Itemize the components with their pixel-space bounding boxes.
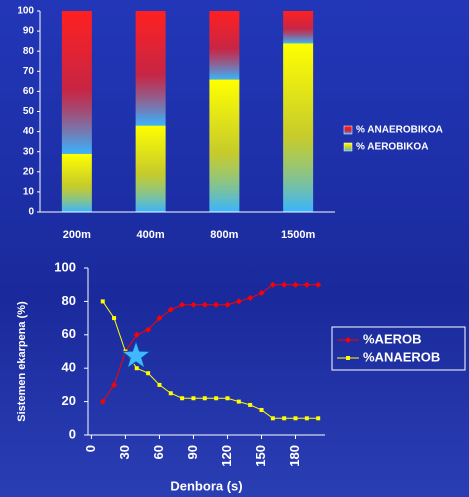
x-tick-label: 1500m: [281, 229, 315, 241]
bar-segment: [62, 154, 92, 212]
y-tick-label: 40: [23, 126, 35, 137]
y-tick-label: 70: [23, 66, 35, 77]
x-tick-label: 120: [219, 445, 234, 467]
x-tick-label: 30: [117, 445, 132, 459]
x-tick-label: 800m: [210, 229, 238, 241]
star: [122, 341, 151, 368]
x-axis-label: Denbora (s): [170, 478, 242, 493]
legend-label: %ANAEROB: [363, 349, 440, 364]
marker: [191, 396, 195, 400]
bar-segment: [136, 11, 166, 126]
y-tick-label: 30: [23, 146, 35, 157]
bar-segment: [62, 11, 92, 154]
marker: [316, 416, 320, 420]
y-tick-label: 20: [62, 393, 76, 408]
y-tick-label: 0: [69, 426, 76, 441]
y-tick-label: 80: [62, 293, 76, 308]
marker: [259, 408, 263, 412]
legend-label: %AEROB: [363, 331, 422, 346]
bar-segment: [209, 79, 239, 212]
charts: 0 10 20 30 40 50 60 70 80 90 100 200m 400m 800m 1500m%…: [0, 0, 469, 497]
y-axis-label: Sistemen ekarpena (%): [16, 301, 28, 422]
marker: [236, 298, 242, 304]
slide: 0 10 20 30 40 50 60 70 80 90 100 200m 400m 800m 1500m%…: [0, 0, 469, 497]
bar-segment: [209, 11, 239, 79]
y-tick-label: 50: [23, 106, 35, 117]
marker: [293, 282, 299, 288]
marker: [135, 366, 139, 370]
marker: [214, 396, 218, 400]
marker: [247, 295, 253, 301]
marker: [271, 416, 275, 420]
y-tick-label: 100: [54, 259, 76, 274]
y-tick-label: 100: [17, 6, 34, 17]
x-tick-label: 60: [151, 445, 166, 459]
marker: [237, 400, 241, 404]
marker: [111, 382, 117, 388]
x-tick-label: 400m: [137, 229, 165, 241]
x-tick-label: 90: [185, 445, 200, 459]
marker: [203, 396, 207, 400]
marker: [345, 337, 351, 343]
bar-segment: [283, 43, 313, 212]
x-tick-label: 0: [83, 445, 98, 452]
marker: [224, 302, 230, 308]
legend-swatch: [344, 126, 352, 134]
marker: [146, 371, 150, 375]
bar-segment: [283, 11, 313, 43]
y-tick-label: 20: [23, 166, 35, 177]
y-tick-label: 10: [23, 187, 35, 198]
marker: [304, 282, 310, 288]
marker: [112, 316, 116, 320]
marker: [225, 396, 229, 400]
x-tick-label: 150: [253, 445, 268, 467]
x-tick-label: 200m: [63, 229, 91, 241]
legend-swatch: [344, 143, 352, 151]
y-tick-label: 0: [28, 207, 34, 218]
y-tick-label: 90: [23, 26, 35, 37]
marker: [346, 356, 350, 360]
y-tick-label: 40: [62, 360, 76, 375]
marker: [305, 416, 309, 420]
y-tick-label: 80: [23, 46, 35, 57]
x-tick-label: 180: [287, 445, 302, 467]
y-tick-label: 60: [23, 86, 35, 97]
legend-label: % ANAEROBIKOA: [356, 125, 443, 136]
marker: [213, 302, 219, 308]
marker: [281, 282, 287, 288]
marker: [248, 403, 252, 407]
y-tick-label: 60: [62, 326, 76, 341]
marker: [315, 282, 321, 288]
marker: [157, 383, 161, 387]
marker: [190, 302, 196, 308]
marker: [180, 396, 184, 400]
legend-label: % AEROBIKOA: [356, 142, 428, 153]
marker: [282, 416, 286, 420]
marker: [294, 416, 298, 420]
marker: [134, 332, 140, 338]
marker: [101, 299, 105, 303]
marker: [100, 399, 106, 405]
marker: [169, 391, 173, 395]
marker: [179, 302, 185, 308]
bar-segment: [136, 126, 166, 212]
marker: [202, 302, 208, 308]
